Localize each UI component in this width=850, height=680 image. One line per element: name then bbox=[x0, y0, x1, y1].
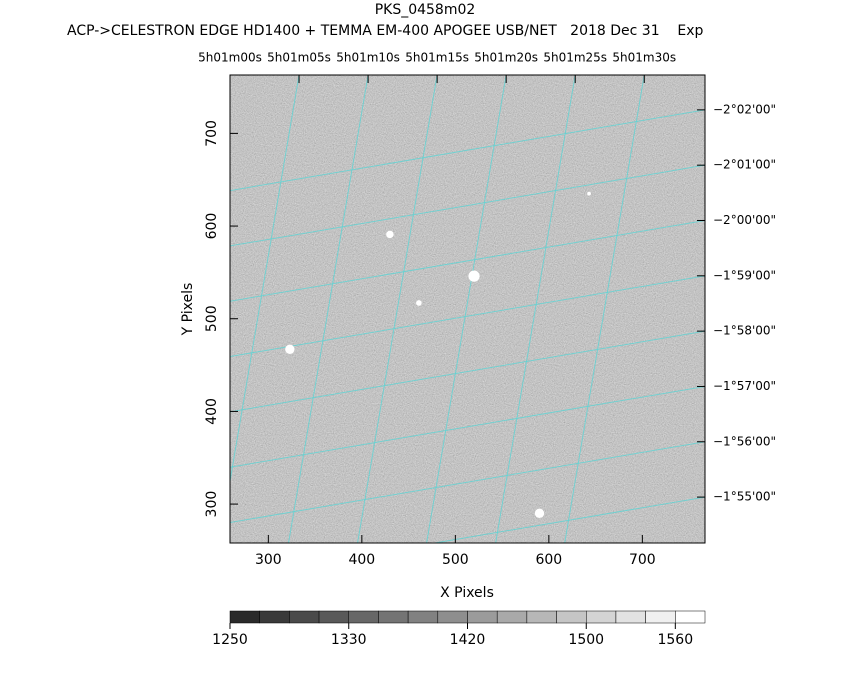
colorbar-box bbox=[378, 610, 409, 624]
x2-tick-label: 5h01m15s bbox=[405, 51, 469, 65]
y-axis-label: Y Pixels bbox=[180, 283, 196, 337]
colorbar-tick-label: 1330 bbox=[331, 632, 367, 648]
star bbox=[416, 300, 422, 306]
colorbar-box bbox=[259, 610, 290, 624]
y-tick-label: 300 bbox=[204, 491, 220, 518]
x-tick-label: 600 bbox=[535, 552, 562, 568]
x2-tick-label: 5h01m25s bbox=[543, 51, 607, 65]
colorbar-box bbox=[556, 610, 587, 624]
star bbox=[468, 270, 480, 282]
x-tick-label: 700 bbox=[629, 552, 656, 568]
x-axis-label: X Pixels bbox=[440, 585, 494, 601]
x2-tick-label: 5h01m00s bbox=[198, 51, 262, 65]
ra-grid-line bbox=[564, 75, 645, 543]
chart-subtitle: ACP->CELESTRON EDGE HD1400 + TEMMA EM-40… bbox=[67, 23, 704, 39]
ra-grid-line bbox=[230, 75, 300, 485]
colorbar-box bbox=[645, 610, 676, 624]
dec-grid-line bbox=[230, 385, 705, 468]
colorbar-box bbox=[289, 610, 320, 624]
y2-tick-label: −1°59'00" bbox=[713, 268, 776, 282]
colorbar-box bbox=[318, 610, 349, 624]
colorbar-box bbox=[229, 610, 260, 624]
y2-tick-label: −1°57'00" bbox=[713, 379, 776, 393]
x2-tick-label: 5h01m05s bbox=[267, 51, 331, 65]
chart-title: PKS_0458m02 bbox=[375, 2, 476, 18]
y2-tick-label: −1°56'00" bbox=[713, 434, 776, 448]
dec-grid-line bbox=[230, 109, 705, 192]
colorbar-box bbox=[675, 610, 706, 624]
frame bbox=[229, 74, 706, 544]
star bbox=[285, 344, 295, 354]
colorbar-box bbox=[437, 610, 468, 624]
dec-grid-line bbox=[431, 496, 705, 543]
dec-grid-line bbox=[230, 441, 705, 524]
star bbox=[386, 230, 394, 239]
dec-grid-line bbox=[230, 330, 705, 413]
colorbar-box bbox=[586, 610, 617, 624]
colorbar-box bbox=[615, 610, 646, 624]
colorbar-box bbox=[526, 610, 557, 624]
plot-area bbox=[230, 75, 705, 543]
x2-tick-label: 5h01m10s bbox=[336, 51, 400, 65]
colorbar-tick-label: 1420 bbox=[450, 632, 486, 648]
x2-tick-label: 5h01m30s bbox=[612, 51, 676, 65]
star bbox=[587, 191, 591, 196]
y2-tick-label: −2°01'00" bbox=[713, 158, 776, 172]
y-tick-label: 400 bbox=[204, 398, 220, 425]
y-tick-label: 600 bbox=[204, 213, 220, 240]
ra-grid-line bbox=[426, 75, 507, 543]
x2-tick-label: 5h01m20s bbox=[474, 51, 538, 65]
colorbar-box bbox=[348, 610, 379, 624]
image bbox=[230, 75, 705, 543]
x-tick-label: 500 bbox=[442, 552, 469, 568]
ra-grid-line bbox=[288, 75, 369, 543]
colorbar-box bbox=[496, 610, 528, 624]
colorbar-tick-label: 1500 bbox=[568, 632, 604, 648]
colorbar-tick-label: 1250 bbox=[212, 632, 248, 648]
colorbar-box bbox=[407, 610, 439, 624]
dec-grid-line bbox=[230, 275, 705, 358]
ra-grid-line bbox=[357, 75, 438, 543]
y2-tick-label: −1°55'00" bbox=[713, 490, 776, 504]
ra-grid-line bbox=[495, 75, 576, 543]
y2-tick-label: −2°00'00" bbox=[713, 213, 776, 227]
x-tick-label: 400 bbox=[348, 552, 375, 568]
star bbox=[534, 508, 545, 519]
y-tick-label: 500 bbox=[204, 305, 220, 332]
y-tick-label: 700 bbox=[204, 120, 220, 147]
colorbar-box bbox=[467, 610, 498, 624]
y2-tick-label: −2°02'00" bbox=[713, 102, 776, 116]
x-tick-label: 300 bbox=[255, 552, 282, 568]
y2-tick-label: −1°58'00" bbox=[713, 324, 776, 338]
colorbar-tick-label: 1560 bbox=[657, 632, 693, 648]
dec-grid-line bbox=[230, 219, 705, 302]
dec-grid-line bbox=[230, 164, 705, 247]
